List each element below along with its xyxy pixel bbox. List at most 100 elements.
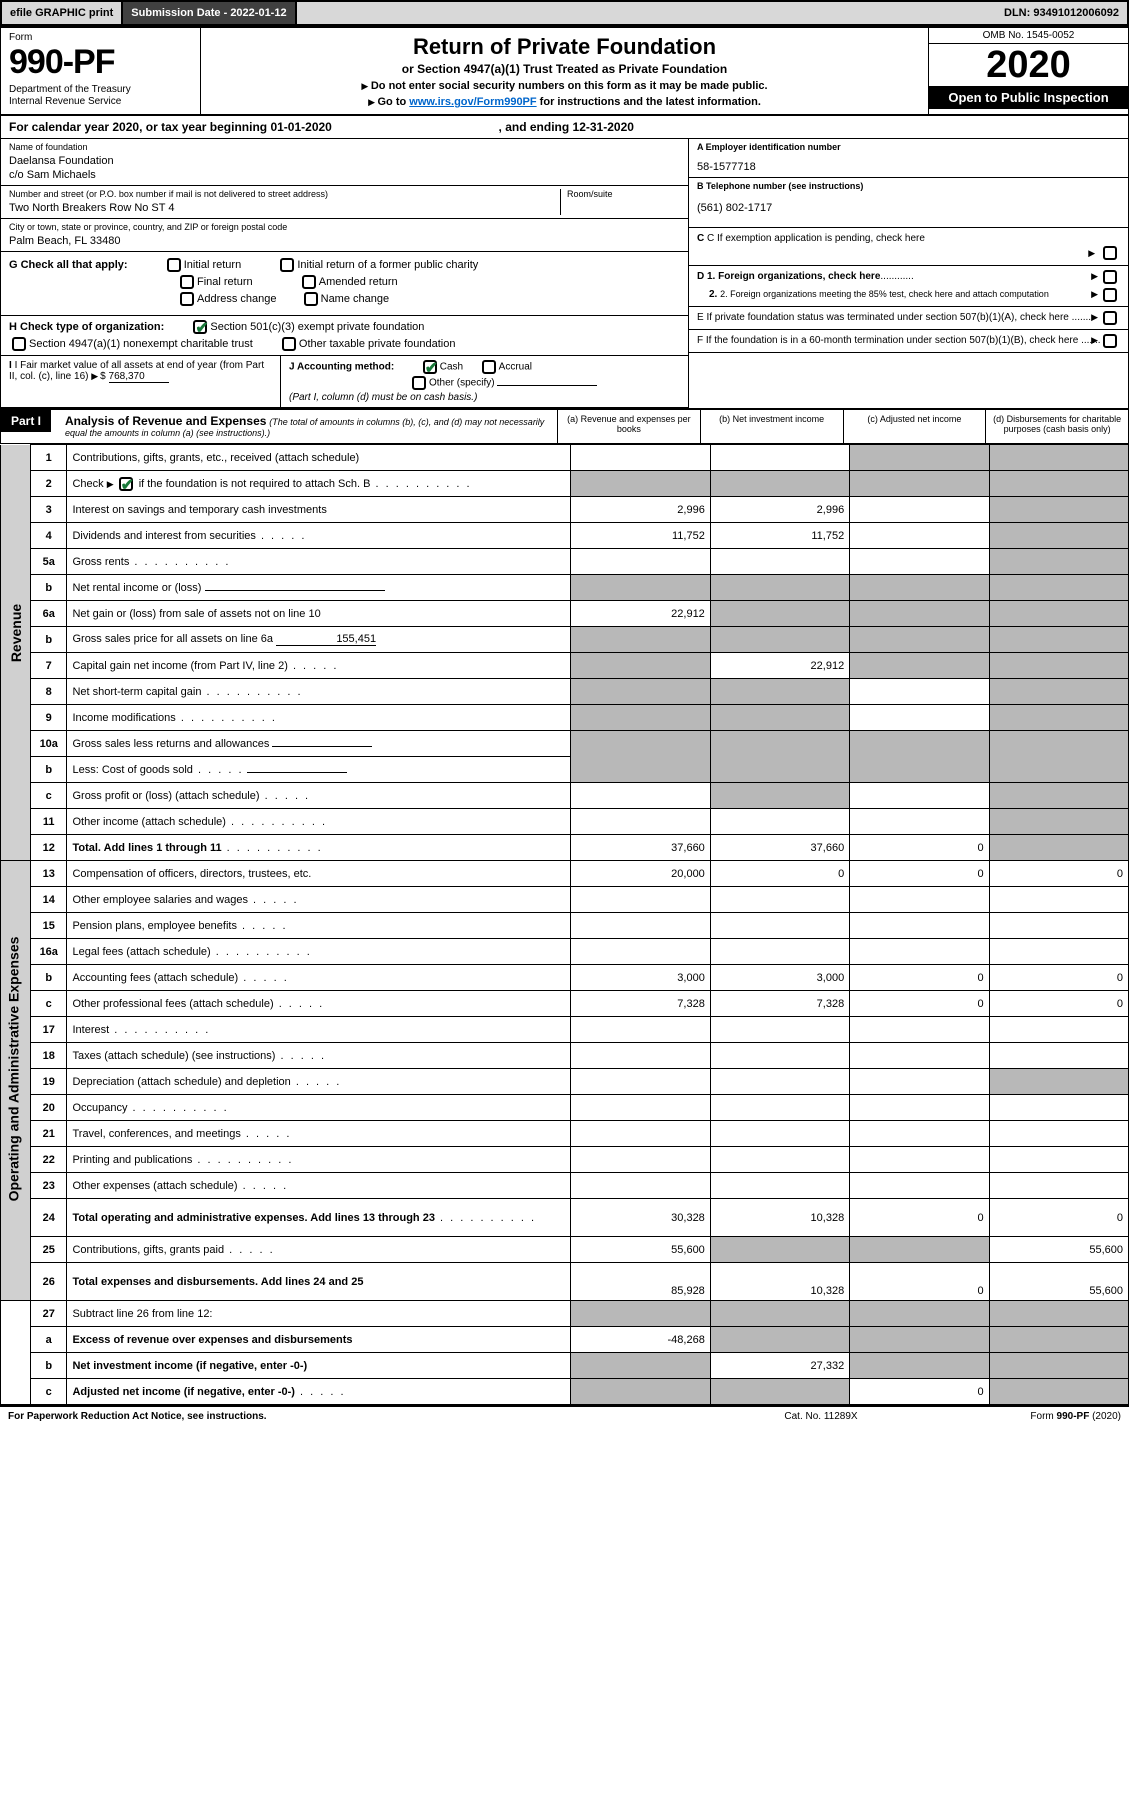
l1-c (850, 445, 989, 471)
l25-c (850, 1237, 989, 1263)
l13-c: 0 (850, 861, 989, 887)
l13-a: 20,000 (571, 861, 710, 887)
l10b-c (850, 757, 989, 783)
l16b-no: b (31, 965, 67, 991)
cb-4947[interactable] (12, 337, 26, 351)
l3-desc: Interest on savings and temporary cash i… (67, 497, 571, 523)
l19-a (571, 1069, 710, 1095)
cb-other-method[interactable] (412, 376, 426, 390)
l10a-b (710, 731, 849, 757)
l22-no: 22 (31, 1147, 67, 1173)
g-opt-1: Initial return of a former public charit… (297, 259, 478, 271)
l27-d (989, 1301, 1128, 1327)
revenue-label: Revenue (8, 604, 24, 662)
l10c-c (850, 783, 989, 809)
l3-d (989, 497, 1128, 523)
l12-desc-text: Total. Add lines 1 through 11 (72, 842, 221, 854)
line-27a: a Excess of revenue over expenses and di… (1, 1327, 1129, 1353)
l5b-c (850, 575, 989, 601)
l13-b: 0 (710, 861, 849, 887)
section-g: G Check all that apply: Initial return I… (1, 252, 688, 316)
calendar-year-row: For calendar year 2020, or tax year begi… (0, 114, 1129, 139)
l16c-d: 0 (989, 991, 1128, 1017)
cb-60-month[interactable] (1103, 334, 1117, 348)
cb-exemption-pending[interactable] (1103, 246, 1117, 260)
part-1-table: Revenue 1 Contributions, gifts, grants, … (0, 444, 1129, 1406)
section-f: F If the foundation is in a 60-month ter… (689, 330, 1128, 353)
cb-initial-former[interactable] (280, 258, 294, 272)
l5b-d (989, 575, 1128, 601)
l16a-desc-text: Legal fees (attach schedule) (72, 946, 210, 958)
l21-desc: Travel, conferences, and meetings (67, 1121, 571, 1147)
l4-a: 11,752 (571, 523, 710, 549)
l5b-blank (205, 590, 385, 591)
h-opt-3: Other taxable private foundation (299, 338, 456, 350)
l7-desc: Capital gain net income (from Part IV, l… (67, 653, 571, 679)
part-1-desc: Analysis of Revenue and Expenses (The to… (57, 410, 557, 443)
cb-501c3[interactable] (193, 320, 207, 334)
l9-a (571, 705, 710, 731)
form-url-link[interactable]: www.irs.gov/Form990PF (409, 96, 536, 108)
l9-d (989, 705, 1128, 731)
efile-label[interactable]: efile GRAPHIC print (2, 2, 123, 24)
cb-name-change[interactable] (304, 292, 318, 306)
l7-c (850, 653, 989, 679)
l16a-b (710, 939, 849, 965)
l15-b (710, 913, 849, 939)
l8-desc: Net short-term capital gain (67, 679, 571, 705)
l19-b (710, 1069, 849, 1095)
l2-no: 2 (31, 471, 67, 497)
l20-c (850, 1095, 989, 1121)
l27a-desc-text: Excess of revenue over expenses and disb… (72, 1334, 352, 1346)
l5a-b (710, 549, 849, 575)
l27b-desc: Net investment income (if negative, ente… (67, 1353, 571, 1379)
l27c-d (989, 1379, 1128, 1405)
l6a-b (710, 601, 849, 627)
l27a-no: a (31, 1327, 67, 1353)
cb-cash[interactable] (423, 360, 437, 374)
room-label: Room/suite (567, 189, 680, 201)
l16a-desc: Legal fees (attach schedule) (67, 939, 571, 965)
line-5b: b Net rental income or (loss) (1, 575, 1129, 601)
g-opt-4: Address change (197, 293, 277, 305)
section-h: H Check type of organization: Section 50… (1, 316, 688, 356)
cb-other-taxable[interactable] (282, 337, 296, 351)
cb-sch-b[interactable] (119, 477, 133, 491)
instr-2-suffix: for instructions and the latest informat… (537, 96, 761, 108)
city-value: Palm Beach, FL 33480 (9, 234, 680, 248)
cb-address-change[interactable] (180, 292, 194, 306)
l2-desc: Check if the foundation is not required … (67, 471, 571, 497)
line-14: 14 Other employee salaries and wages (1, 887, 1129, 913)
expenses-sidelabel: Operating and Administrative Expenses (1, 861, 31, 1237)
l6b-desc: Gross sales price for all assets on line… (67, 627, 571, 653)
l27b-d (989, 1353, 1128, 1379)
l6b-c (850, 627, 989, 653)
l21-d (989, 1121, 1128, 1147)
cb-initial-return[interactable] (167, 258, 181, 272)
omb-number: OMB No. 1545-0052 (929, 28, 1128, 44)
l16b-d: 0 (989, 965, 1128, 991)
l27-c (850, 1301, 989, 1327)
l10b-desc-text: Less: Cost of goods sold (72, 764, 192, 776)
l27-a (571, 1301, 710, 1327)
l19-desc-text: Depreciation (attach schedule) and deple… (72, 1076, 290, 1088)
l22-desc: Printing and publications (67, 1147, 571, 1173)
cb-amended-return[interactable] (302, 275, 316, 289)
cb-final-return[interactable] (180, 275, 194, 289)
j-label: J Accounting method: (289, 362, 394, 373)
h-opt-1: Section 501(c)(3) exempt private foundat… (210, 321, 424, 333)
cb-status-terminated[interactable] (1103, 311, 1117, 325)
line-16a: 16a Legal fees (attach schedule) (1, 939, 1129, 965)
page-footer: For Paperwork Reduction Act Notice, see … (0, 1406, 1129, 1426)
l10b-no: b (31, 757, 67, 783)
l26-a: 85,928 (571, 1263, 710, 1301)
section-d: D 1. Foreign organizations, check here..… (689, 266, 1128, 307)
l10a-c (850, 731, 989, 757)
l15-c (850, 913, 989, 939)
cal-prefix: For calendar year 2020, or tax year begi… (9, 120, 270, 134)
cb-foreign-85[interactable] (1103, 288, 1117, 302)
l5b-desc-text: Net rental income or (loss) (72, 582, 201, 594)
cb-foreign-org[interactable] (1103, 270, 1117, 284)
cb-accrual[interactable] (482, 360, 496, 374)
l27-desc: Subtract line 26 from line 12: (67, 1301, 571, 1327)
